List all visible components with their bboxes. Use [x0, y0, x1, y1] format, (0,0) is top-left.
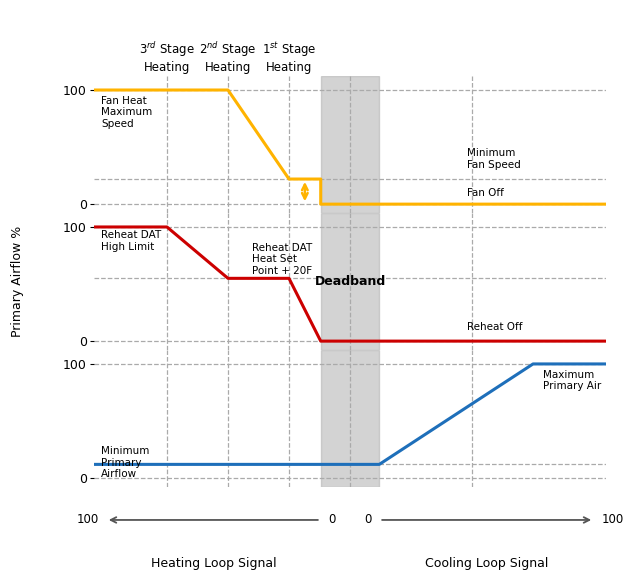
Text: Reheat DAT
Heat Set
Point + 20F: Reheat DAT Heat Set Point + 20F [253, 243, 312, 276]
Text: Minimum
Primary
Airflow: Minimum Primary Airflow [101, 446, 149, 480]
Text: 1$^{st}$ Stage
Heating: 1$^{st}$ Stage Heating [262, 40, 316, 73]
Text: Heating Loop Signal: Heating Loop Signal [151, 557, 276, 570]
Text: Reheat DAT
High Limit: Reheat DAT High Limit [101, 231, 161, 252]
Text: Cooling Loop Signal: Cooling Loop Signal [425, 557, 548, 570]
Text: Minimum
Fan Speed: Minimum Fan Speed [467, 149, 521, 170]
Text: Deadband: Deadband [314, 275, 386, 288]
Y-axis label: Primary Airflow %: Primary Airflow % [11, 226, 24, 338]
Text: 0: 0 [328, 514, 336, 527]
Bar [321, 350, 379, 487]
Text: 2$^{nd}$ Stage
Heating: 2$^{nd}$ Stage Heating [199, 40, 257, 73]
Text: 3$^{rd}$ Stage
Heating: 3$^{rd}$ Stage Heating [139, 40, 195, 73]
Bar [321, 76, 379, 213]
Text: 100: 100 [76, 514, 99, 527]
Text: Reheat Off: Reheat Off [467, 322, 522, 332]
Text: 0: 0 [364, 514, 372, 527]
Text: Fan Heat
Maximum
Speed: Fan Heat Maximum Speed [101, 96, 152, 129]
Text: 100: 100 [601, 514, 624, 527]
Text: Maximum
Primary Air: Maximum Primary Air [542, 370, 601, 392]
Text: Fan Off: Fan Off [467, 188, 504, 198]
Bar [321, 213, 379, 350]
